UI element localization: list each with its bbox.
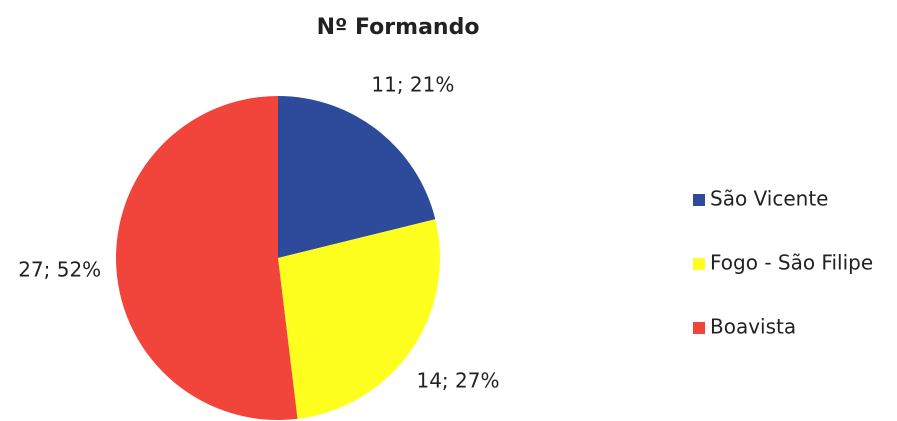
pie-slice bbox=[116, 96, 298, 420]
legend-swatch bbox=[693, 258, 705, 270]
legend-label: Fogo - São Filipe bbox=[710, 251, 873, 275]
pie-slice bbox=[278, 96, 436, 258]
pie-slice bbox=[278, 219, 440, 419]
legend-swatch bbox=[693, 322, 705, 334]
data-label: 11; 21% bbox=[371, 72, 454, 96]
data-label: 27; 52% bbox=[18, 258, 101, 282]
chart-title: Nº Formando bbox=[317, 15, 480, 40]
legend-swatch bbox=[693, 194, 705, 206]
data-label: 14; 27% bbox=[416, 369, 499, 393]
legend-label: São Vicente bbox=[710, 187, 828, 211]
legend-label: Boavista bbox=[710, 315, 796, 339]
